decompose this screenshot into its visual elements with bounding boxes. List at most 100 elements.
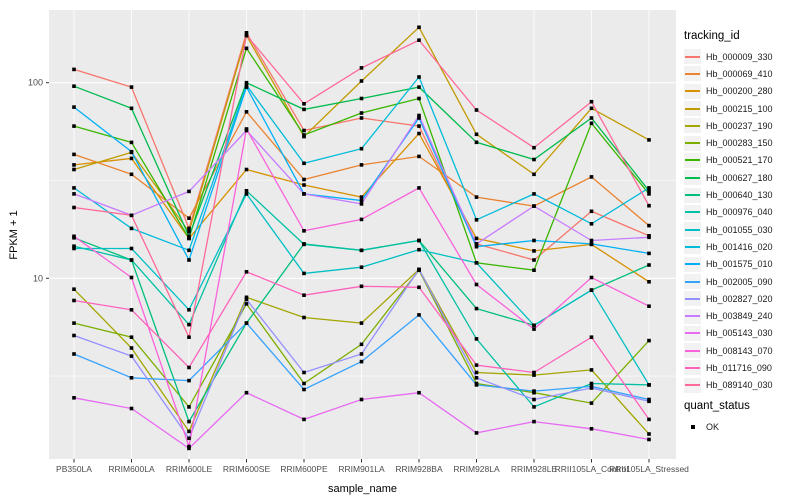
data-point-Hb_001416_020 <box>302 161 306 166</box>
legend-item-label: Hb_000283_150 <box>706 138 773 149</box>
data-point-Hb_003849_240 <box>532 204 536 208</box>
legend-item-label: Hb_008143_070 <box>706 345 773 356</box>
data-point-Hb_000640_130 <box>474 306 479 311</box>
data-point-Hb_008143_070 <box>129 275 134 280</box>
legend-key-point <box>684 419 701 435</box>
legend-quant-label: OK <box>706 421 720 432</box>
data-point-Hb_000283_150 <box>129 335 134 339</box>
data-point-Hb_000237_190 <box>129 346 134 350</box>
legend-color-line <box>685 263 700 266</box>
legend-item-Hb_002827_020: Hb_002827_020 <box>684 290 773 307</box>
data-point-Hb_003849_240 <box>589 238 594 243</box>
data-point-Hb_000069_410 <box>129 172 134 177</box>
data-point-Hb_000237_190 <box>589 368 594 372</box>
data-point-Hb_000009_330 <box>532 258 536 262</box>
data-point-Hb_089140_030 <box>187 335 191 339</box>
data-point-Hb_000200_280 <box>129 156 134 161</box>
data-point-Hb_001055_030 <box>417 247 421 252</box>
data-point-Hb_002827_020 <box>417 267 421 272</box>
data-point-Hb_001416_020 <box>129 226 134 231</box>
data-point-Hb_005143_030 <box>417 390 421 395</box>
data-point-Hb_001416_020 <box>417 75 421 79</box>
data-point-Hb_001575_010 <box>72 105 76 109</box>
legend-item-Hb_000640_130: Hb_000640_130 <box>684 186 773 203</box>
data-point-Hb_001416_020 <box>474 218 479 222</box>
legend-key-line <box>684 135 701 151</box>
data-point-Hb_002005_090 <box>359 359 364 364</box>
data-point-Hb_001575_010 <box>129 149 134 154</box>
legend-tracking-block: tracking_id Hb_000009_330 Hb_000069_410 Hb… <box>684 30 773 394</box>
data-point-Hb_000200_280 <box>244 167 249 172</box>
data-point-Hb_002827_020 <box>359 352 364 356</box>
data-point-Hb_003849_240 <box>302 192 306 196</box>
data-point-Hb_000069_410 <box>187 216 191 220</box>
legend-item-Hb_000976_040: Hb_000976_040 <box>684 204 773 221</box>
legend-color-line <box>685 315 700 318</box>
data-point-Hb_000215_100 <box>647 138 651 142</box>
data-point-Hb_000069_410 <box>647 223 651 228</box>
data-point-Hb_011716_090 <box>72 298 76 303</box>
data-point-Hb_011716_090 <box>359 284 364 289</box>
data-point-Hb_000976_040 <box>532 405 536 409</box>
data-point-Hb_005143_030 <box>474 431 479 435</box>
data-point-Hb_000009_330 <box>302 128 306 133</box>
legend-item-label: Hb_001575_010 <box>706 259 773 270</box>
data-point-Hb_000627_180 <box>302 107 306 112</box>
legend-key-line <box>684 325 701 341</box>
data-point-Hb_000237_190 <box>302 315 306 320</box>
data-point-Hb_000640_130 <box>647 263 651 267</box>
data-point-Hb_001055_030 <box>474 261 479 265</box>
data-point-Hb_000200_280 <box>359 195 364 199</box>
data-point-Hb_002827_020 <box>244 297 249 302</box>
data-point-Hb_001055_030 <box>532 323 536 328</box>
data-point-Hb_000521_170 <box>72 124 76 128</box>
data-point-Hb_002827_020 <box>129 354 134 358</box>
legend-item-label: Hb_000009_330 <box>706 51 773 62</box>
data-point-Hb_089140_030 <box>532 145 536 150</box>
data-point-Hb_000237_190 <box>187 429 191 434</box>
legend-key-line <box>684 256 701 272</box>
legend-item-label: Hb_001416_020 <box>706 241 773 252</box>
data-point-Hb_003849_240 <box>474 242 479 246</box>
data-point-Hb_000627_180 <box>532 157 536 162</box>
data-point-Hb_001416_020 <box>187 248 191 253</box>
data-point-Hb_000215_100 <box>359 79 364 83</box>
data-point-Hb_000215_100 <box>417 25 421 30</box>
legend-color-line <box>685 332 700 335</box>
legend-item-label: Hb_089140_030 <box>706 380 773 391</box>
data-point-Hb_008143_070 <box>417 186 421 190</box>
data-point-Hb_000521_170 <box>302 133 306 137</box>
legend-color-line <box>685 72 700 75</box>
data-point-Hb_002827_020 <box>187 436 191 441</box>
data-point-Hb_008143_070 <box>244 127 249 131</box>
legend-item-Hb_001416_020: Hb_001416_020 <box>684 238 773 255</box>
data-point-Hb_000237_190 <box>532 373 536 377</box>
data-point-Hb_000069_410 <box>302 177 306 182</box>
data-point-Hb_000215_100 <box>187 229 191 234</box>
legend-color-line <box>685 366 700 369</box>
legend-key-line <box>684 49 701 65</box>
legend-key-line <box>684 343 701 359</box>
data-point-Hb_000283_150 <box>359 342 364 347</box>
data-point-Hb_002005_090 <box>532 389 536 393</box>
y-axis-title: FPKM + 1 <box>8 210 20 260</box>
data-point-Hb_005143_030 <box>244 390 249 395</box>
legend-item-label: Hb_000640_130 <box>706 190 773 201</box>
legend-item-label: Hb_000200_280 <box>706 86 773 97</box>
x-axis-title: sample_name <box>327 483 398 495</box>
data-point-Hb_003849_240 <box>187 189 191 194</box>
data-point-Hb_001416_020 <box>647 186 651 190</box>
data-point-Hb_002005_090 <box>72 352 76 356</box>
x-tick-label: PB350LA <box>56 464 92 474</box>
legend-item-label: Hb_000976_040 <box>706 207 773 218</box>
data-point-Hb_000200_280 <box>72 163 76 167</box>
data-point-Hb_008143_070 <box>359 217 364 222</box>
legend-item-label: Hb_003849_240 <box>706 311 773 322</box>
data-point-Hb_011716_090 <box>187 365 191 370</box>
data-point-Hb_011716_090 <box>474 363 479 367</box>
legend-color-line <box>685 142 700 145</box>
data-point-Hb_002827_020 <box>474 376 479 380</box>
legend-key-line <box>684 360 701 376</box>
data-point-Hb_001575_010 <box>647 251 651 256</box>
legend-key-line <box>684 222 701 238</box>
